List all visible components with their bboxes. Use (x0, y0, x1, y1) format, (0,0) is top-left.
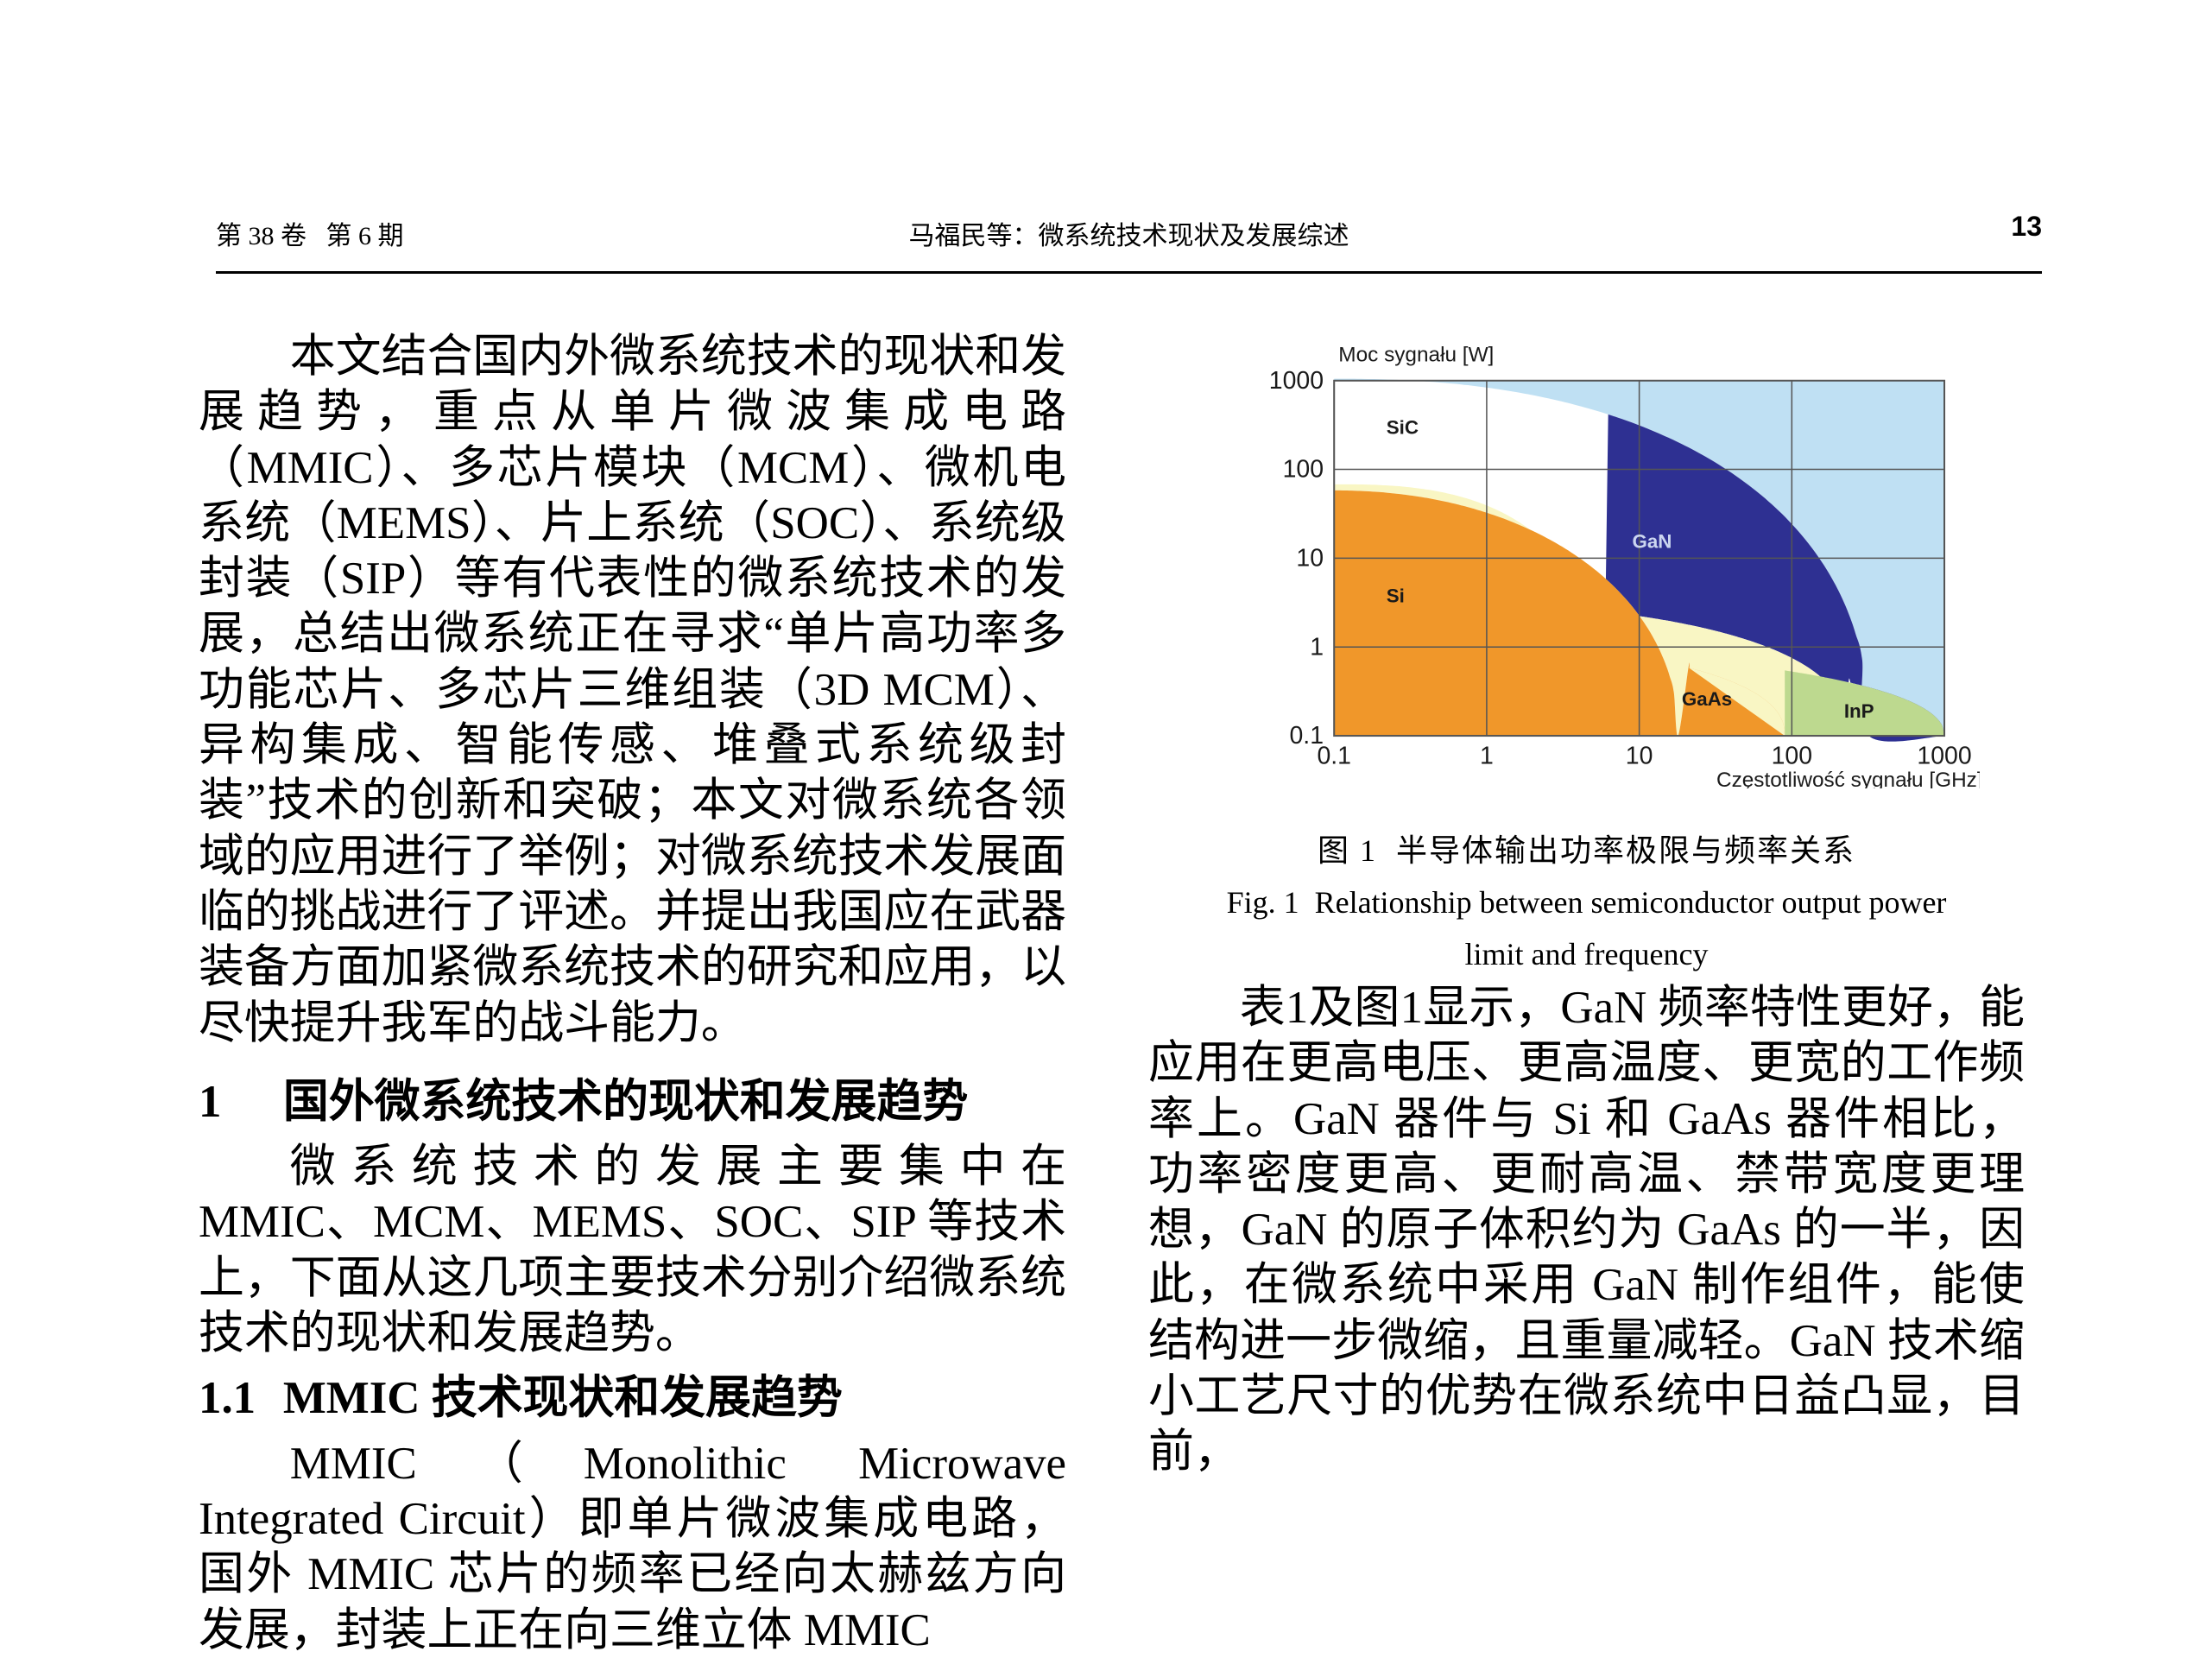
svg-text:Częstotliwość sygnału [GHz]: Częstotliwość sygnału [GHz] (1716, 769, 1980, 788)
svg-text:Si: Si (1387, 585, 1405, 606)
svg-text:100: 100 (1772, 743, 1812, 770)
svg-text:GaAs: GaAs (1682, 688, 1732, 710)
svg-text:Moc sygnału [W]: Moc sygnału [W] (1338, 343, 1494, 366)
svg-text:SiC: SiC (1387, 417, 1419, 439)
svg-text:10: 10 (1296, 545, 1324, 573)
svg-text:1000: 1000 (1917, 743, 1971, 770)
svg-text:1: 1 (1480, 743, 1494, 770)
svg-text:1000: 1000 (1269, 367, 1324, 395)
svg-text:1: 1 (1310, 633, 1324, 661)
svg-text:100: 100 (1283, 456, 1324, 484)
svg-text:InP: InP (1844, 700, 1874, 722)
svg-text:10: 10 (1626, 743, 1653, 770)
svg-text:0.1: 0.1 (1317, 743, 1351, 770)
svg-text:GaN: GaN (1632, 531, 1672, 553)
